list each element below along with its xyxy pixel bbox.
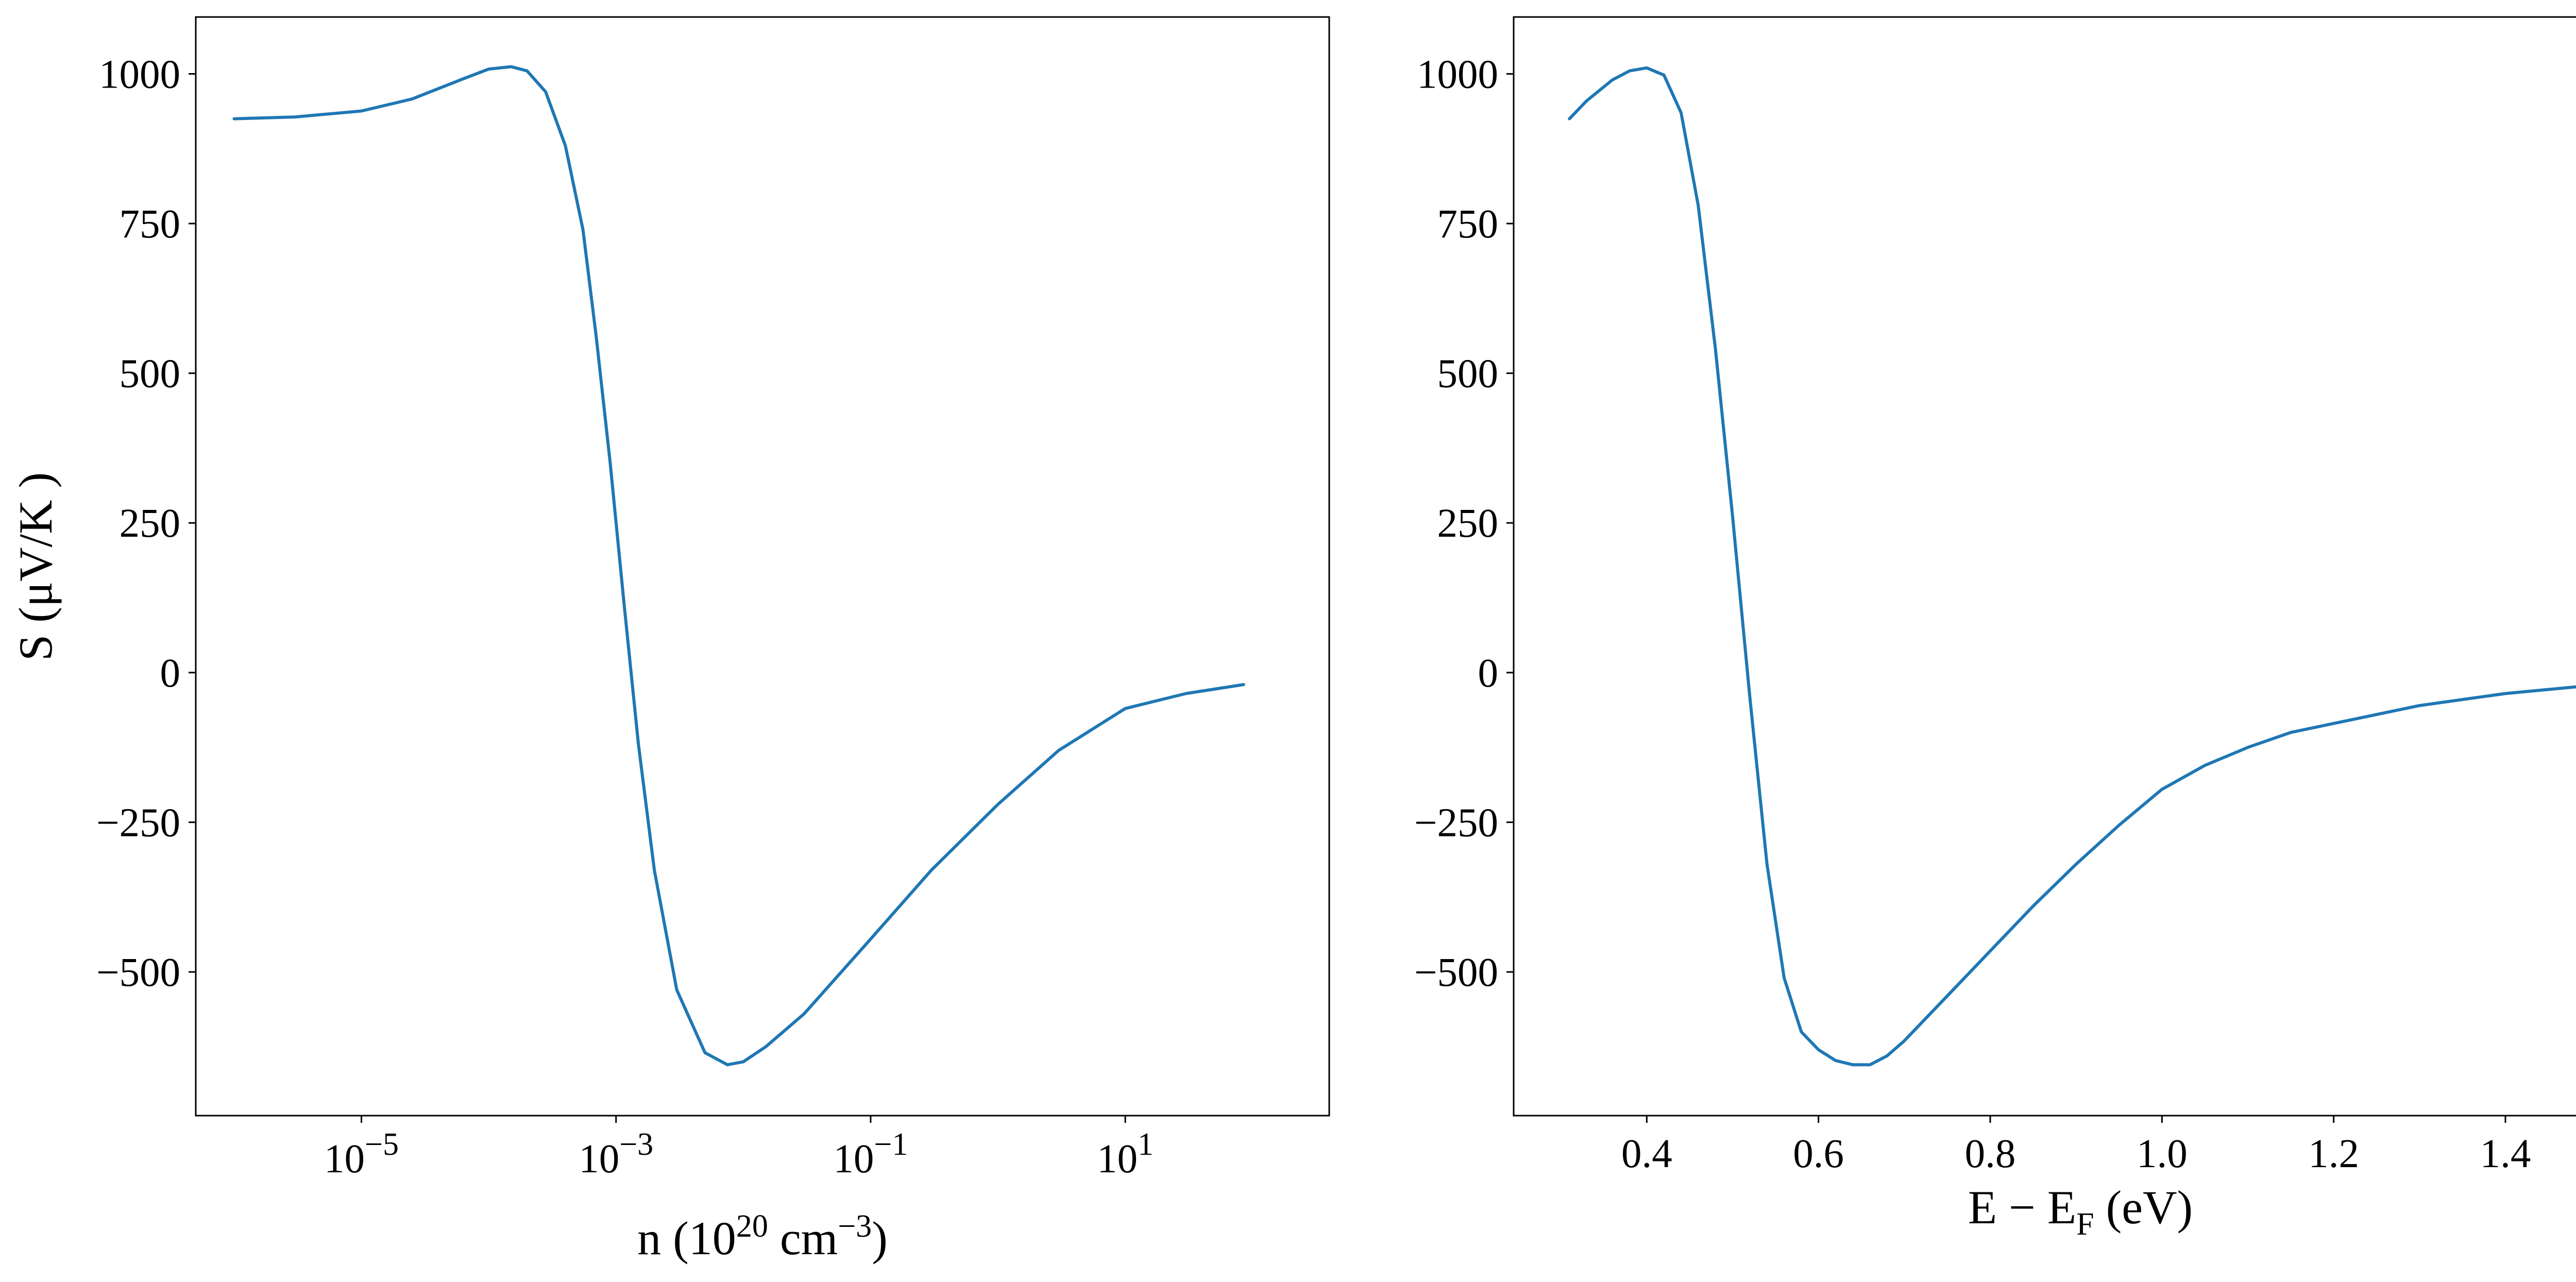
- left-y-tick-label: 250: [120, 501, 181, 546]
- left-x-axis-label: n (1020 cm−3): [637, 1209, 888, 1264]
- left-x-ticks: 10−5 10−3 10−1 101: [324, 1116, 1154, 1182]
- right-x-ticks: 0.4 0.6 0.8 1.0 1.2 1.4: [1621, 1116, 2531, 1176]
- right-y-tick-label: 0: [1478, 651, 1499, 696]
- right-series-line: [1568, 66, 2576, 1067]
- left-plot-frame: [195, 16, 1330, 1117]
- left-x-tick-label: 10−3: [579, 1127, 653, 1182]
- left-x-tick-label: 10−5: [324, 1127, 399, 1182]
- right-x-tick-label: 1.4: [2480, 1132, 2531, 1176]
- right-x-tick-label: 1.0: [2137, 1132, 2188, 1176]
- right-x-axis-label: E − EF (eV): [1968, 1181, 2193, 1242]
- right-x-tick-label: 0.4: [1621, 1132, 1672, 1176]
- right-y-ticks: 1000 750 500 250 0 −250 −500: [1414, 52, 1514, 995]
- left-y-tick-label: −500: [96, 950, 180, 995]
- left-y-ticks: 1000 750 500 250 0 −250 −500: [96, 52, 196, 995]
- right-y-tick-label: 500: [1437, 352, 1499, 397]
- left-y-tick-label: −250: [96, 800, 180, 845]
- right-y-tick-label: −500: [1414, 950, 1498, 995]
- left-chart: 10−5 10−3 10−1 101 1000 750 500 250 0 −250 −500 n…: [9, 16, 1330, 1264]
- right-chart: 0.4 0.6 0.8 1.0 1.2 1.4 1000 750 500 250 0 −250 −50…: [1414, 16, 2576, 1242]
- left-y-tick-label: 500: [120, 352, 181, 397]
- left-x-tick-label: 101: [1097, 1127, 1154, 1182]
- right-y-tick-label: 250: [1437, 501, 1499, 546]
- left-series-line: [232, 65, 1245, 1067]
- right-x-tick-label: 0.8: [1965, 1132, 2016, 1176]
- left-y-axis-label: S (μV/K ): [9, 472, 62, 661]
- right-y-tick-label: −250: [1414, 800, 1498, 845]
- left-x-tick-label: 10−1: [833, 1127, 908, 1182]
- right-x-tick-label: 1.2: [2308, 1132, 2359, 1176]
- right-y-tick-label: 1000: [1417, 52, 1498, 97]
- left-y-tick-label: 750: [120, 202, 181, 247]
- left-y-tick-label: 1000: [99, 52, 180, 97]
- left-y-tick-label: 0: [160, 651, 181, 696]
- right-plot-frame: [1513, 16, 2576, 1117]
- right-x-tick-label: 0.6: [1793, 1132, 1844, 1176]
- right-y-tick-label: 750: [1437, 202, 1499, 247]
